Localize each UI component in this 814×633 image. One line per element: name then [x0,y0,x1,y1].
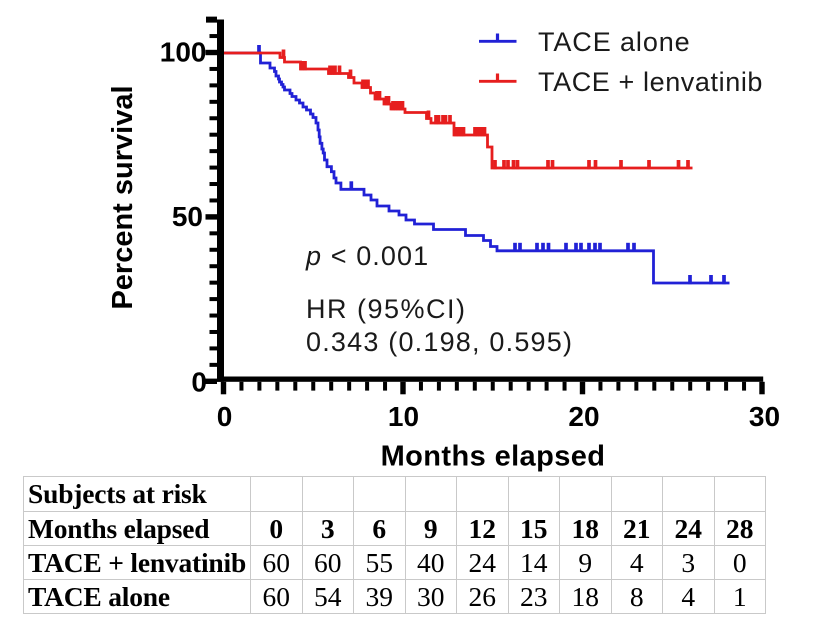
svg-text:TACE + lenvatinib: TACE + lenvatinib [538,67,763,97]
svg-text:50: 50 [172,201,203,232]
svg-text:0: 0 [217,401,233,432]
svg-text:p < 0.001: p < 0.001 [305,241,429,271]
svg-text:0: 0 [191,367,207,398]
svg-text:Months elapsed: Months elapsed [381,441,606,473]
svg-text:30: 30 [749,401,780,432]
svg-text:20: 20 [568,401,599,432]
svg-text:100: 100 [160,37,207,68]
svg-text:0.343 (0.198, 0.595): 0.343 (0.198, 0.595) [306,327,573,357]
svg-text:HR (95%CI): HR (95%CI) [306,294,467,324]
svg-text:TACE alone: TACE alone [538,27,691,57]
svg-text:Percent survival: Percent survival [107,85,139,309]
svg-text:10: 10 [388,401,419,432]
